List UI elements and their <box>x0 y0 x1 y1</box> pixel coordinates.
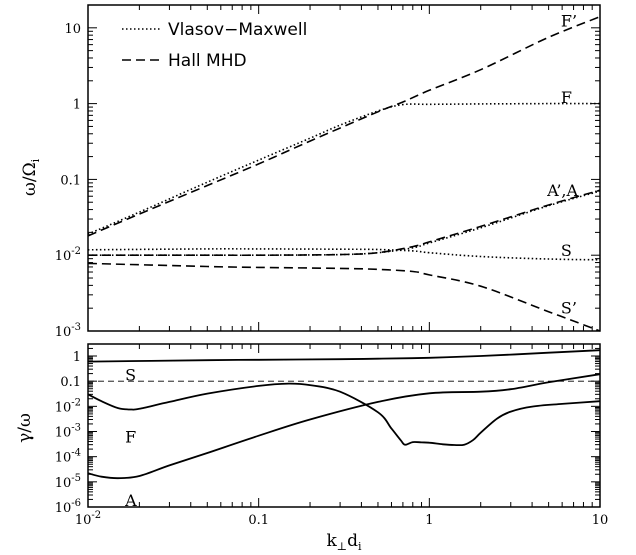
x-tick-label: 10 <box>592 513 609 528</box>
top-series-dotted <box>87 248 601 261</box>
top-y-tick-labels: 10 1 0.1 10-2 10-3 <box>55 22 81 340</box>
top-curve-label: F <box>561 88 572 107</box>
top-series-dashed <box>87 15 601 237</box>
top-y-tick-label: 10 <box>64 22 81 37</box>
x-tick-label: 10-2 <box>75 510 101 528</box>
bottom-y-tick-label: 10-6 <box>55 498 81 516</box>
top-plot-frame <box>87 4 601 332</box>
top-curve-label: S <box>561 241 572 260</box>
bottom-y-tick-label: 0.1 <box>60 375 81 390</box>
top-y-tick-label: 10-2 <box>55 246 81 264</box>
bottom-y-tick-label: 10-5 <box>55 473 81 491</box>
top-ticks <box>87 4 600 332</box>
top-y-axis-label: ω/Ωi <box>20 158 42 196</box>
x-axis-label: k⊥di <box>326 531 362 553</box>
bottom-y-tick-labels: 1 0.1 10-2 10-3 10-4 10-5 10-6 <box>55 350 81 516</box>
top-series-dotted <box>87 102 600 235</box>
top-curve-label: F’ <box>561 11 577 30</box>
top-y-tick-label: 1 <box>73 98 81 113</box>
bottom-y-tick-label: 10-2 <box>55 397 81 415</box>
bottom-panel: SFA 10.110-210-310-410-510-6 10-2 0.1 1 10 … <box>15 343 608 553</box>
bottom-y-tick-label: 10-4 <box>55 448 81 466</box>
top-annotations: F’ F A’,A S S’ <box>546 11 578 317</box>
bottom-y-axis-label: γ/ω <box>15 413 35 443</box>
bottom-annotations: S F A <box>124 366 137 510</box>
bottom-curve-label: F <box>125 428 136 447</box>
x-tick-label: 1 <box>425 513 433 528</box>
x-tick-label: 0.1 <box>248 513 269 528</box>
bottom-series-group <box>87 349 601 480</box>
bottom-series-a <box>87 373 601 480</box>
top-series-dotted <box>87 190 601 257</box>
legend-label-hall: Hall MHD <box>168 51 247 71</box>
bottom-curve-label: S <box>125 366 136 385</box>
bottom-series-f <box>87 382 601 447</box>
top-series-dashed <box>87 262 601 332</box>
legend-label-vlasov: Vlasov−Maxwell <box>168 20 307 40</box>
top-panel: F’ F A’,A S S’ 10 1 0.1 10-2 10-3 Vlasov−Maxwell… <box>20 4 601 340</box>
top-curve-label: A’,A <box>546 181 578 200</box>
bottom-y-tick-label: 1 <box>73 350 81 365</box>
top-curve-label: S’ <box>561 298 577 317</box>
top-series-group <box>87 15 601 332</box>
top-y-tick-label: 0.1 <box>60 173 81 188</box>
bottom-curve-label: A <box>124 491 137 510</box>
bottom-ticks <box>87 343 600 508</box>
top-series-dashed <box>87 189 601 257</box>
bottom-y-tick-label: 10-3 <box>55 423 81 441</box>
legend: Vlasov−Maxwell Hall MHD <box>122 20 307 71</box>
bottom-plot-frame <box>87 343 601 508</box>
top-y-tick-label: 10-3 <box>55 322 81 340</box>
x-tick-labels: 10-2 0.1 1 10 <box>75 510 608 528</box>
bottom-series-s <box>87 349 601 363</box>
